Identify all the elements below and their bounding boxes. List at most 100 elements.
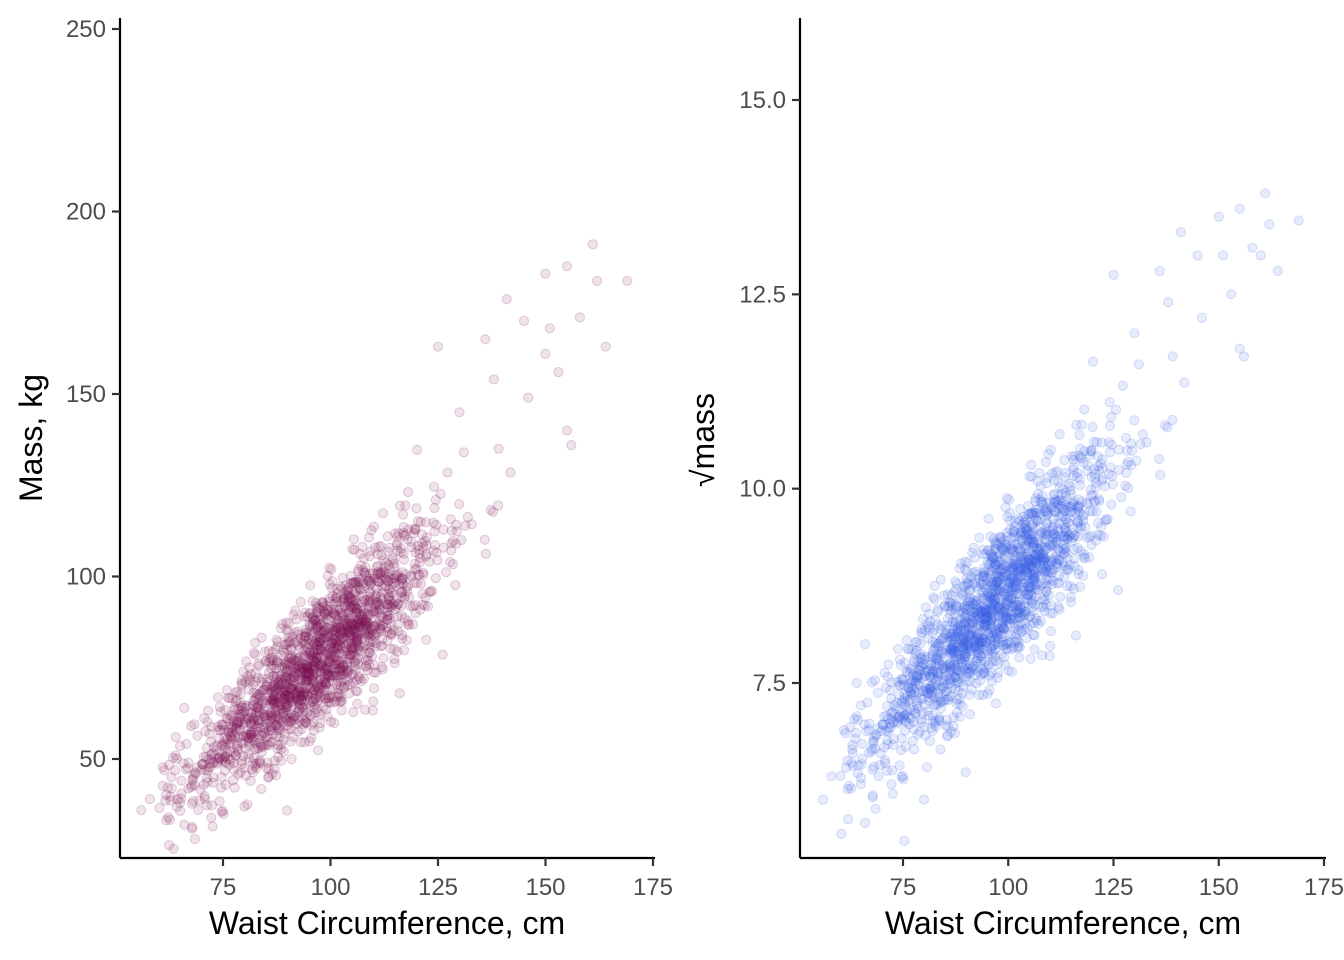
data-point bbox=[328, 697, 340, 708]
data-point bbox=[397, 630, 408, 641]
data-point bbox=[330, 634, 341, 645]
data-point bbox=[376, 594, 387, 605]
data-points bbox=[817, 188, 1304, 847]
data-point bbox=[338, 594, 349, 606]
data-point bbox=[365, 577, 376, 588]
data-point bbox=[1074, 443, 1086, 454]
data-point bbox=[361, 628, 372, 639]
data-point bbox=[279, 689, 290, 700]
data-point bbox=[253, 703, 264, 715]
data-point bbox=[283, 656, 294, 668]
y-tick-label: 200 bbox=[66, 199, 106, 226]
data-point bbox=[917, 654, 928, 665]
data-point bbox=[325, 697, 336, 708]
data-point bbox=[163, 840, 175, 851]
data-point bbox=[1049, 540, 1060, 551]
data-point bbox=[337, 572, 348, 584]
data-point bbox=[1022, 622, 1033, 633]
data-point bbox=[211, 745, 222, 756]
data-point bbox=[395, 575, 406, 586]
data-point bbox=[942, 636, 953, 647]
data-point bbox=[340, 605, 351, 617]
data-point bbox=[305, 580, 316, 591]
data-point bbox=[253, 658, 264, 670]
data-point bbox=[297, 675, 308, 686]
data-point bbox=[384, 563, 395, 574]
data-point bbox=[368, 683, 380, 694]
data-point bbox=[181, 738, 192, 749]
data-point bbox=[389, 644, 400, 655]
data-point bbox=[243, 733, 254, 744]
data-point bbox=[302, 667, 313, 679]
data-point bbox=[193, 804, 204, 816]
data-point bbox=[306, 661, 317, 672]
data-point bbox=[357, 615, 368, 627]
y-axis-title: √mass bbox=[685, 393, 721, 487]
data-point bbox=[259, 712, 270, 723]
data-point bbox=[327, 675, 338, 686]
data-point bbox=[223, 727, 234, 738]
data-point bbox=[296, 674, 307, 686]
data-point bbox=[277, 662, 288, 673]
data-point bbox=[438, 542, 449, 553]
data-point bbox=[199, 791, 210, 802]
data-point bbox=[228, 720, 239, 731]
data-point bbox=[415, 516, 426, 528]
data-point bbox=[1076, 419, 1087, 430]
data-point bbox=[349, 624, 360, 635]
data-point bbox=[1054, 429, 1065, 440]
data-point bbox=[299, 635, 310, 647]
data-point bbox=[1049, 475, 1060, 486]
data-point bbox=[233, 769, 244, 780]
data-point bbox=[1077, 570, 1089, 581]
data-point bbox=[399, 530, 410, 541]
data-point bbox=[397, 578, 408, 589]
data-point bbox=[345, 649, 356, 660]
x-tick-label: 125 bbox=[1093, 874, 1133, 901]
data-point bbox=[257, 685, 268, 696]
data-point bbox=[356, 611, 367, 622]
data-point bbox=[318, 649, 329, 660]
data-point bbox=[308, 655, 319, 666]
data-point bbox=[342, 674, 353, 686]
data-point bbox=[159, 765, 170, 776]
data-point bbox=[380, 580, 391, 591]
data-point bbox=[427, 586, 438, 597]
data-point bbox=[319, 677, 330, 688]
data-point bbox=[363, 610, 374, 621]
data-point bbox=[163, 812, 174, 823]
data-point bbox=[1133, 359, 1144, 370]
data-point bbox=[185, 782, 196, 793]
y-axis-ticks: 50 100 150 200 250 bbox=[66, 16, 120, 773]
data-point bbox=[326, 670, 337, 681]
data-point bbox=[1083, 531, 1095, 543]
data-point bbox=[268, 655, 279, 666]
y-tick-label: 150 bbox=[66, 381, 106, 408]
data-point bbox=[953, 677, 965, 688]
data-point bbox=[328, 671, 339, 682]
data-point bbox=[412, 444, 423, 455]
data-point bbox=[1015, 528, 1027, 539]
data-point bbox=[311, 667, 322, 678]
data-point bbox=[176, 775, 187, 786]
data-point bbox=[391, 540, 402, 551]
data-point bbox=[286, 682, 297, 693]
data-point bbox=[1117, 380, 1128, 391]
data-point bbox=[1041, 510, 1052, 521]
data-point bbox=[418, 541, 429, 553]
data-point bbox=[270, 706, 281, 717]
data-point bbox=[218, 808, 229, 820]
data-point bbox=[415, 552, 426, 564]
data-point bbox=[241, 731, 252, 742]
data-point bbox=[943, 691, 954, 703]
data-point bbox=[356, 676, 367, 687]
data-point bbox=[1217, 250, 1229, 261]
data-point bbox=[369, 660, 380, 671]
data-point bbox=[381, 599, 392, 610]
data-point bbox=[269, 755, 280, 767]
data-point bbox=[239, 717, 250, 728]
data-point bbox=[331, 603, 342, 614]
data-point bbox=[212, 692, 224, 703]
data-point bbox=[291, 718, 302, 730]
data-point bbox=[319, 625, 331, 636]
